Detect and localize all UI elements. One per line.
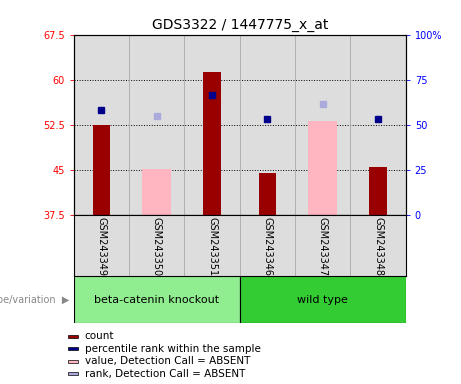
Bar [142, 169, 171, 215]
Text: genotype/variation  ▶: genotype/variation ▶ [0, 295, 69, 305]
Text: wild type: wild type [297, 295, 348, 305]
Bar [240, 276, 406, 323]
Text: GSM243351: GSM243351 [207, 217, 217, 276]
Bar [259, 173, 276, 215]
Bar [369, 167, 387, 215]
Bar [68, 360, 77, 363]
Text: count: count [84, 331, 114, 341]
Text: GSM243349: GSM243349 [96, 217, 106, 276]
Bar [93, 125, 110, 215]
Text: GSM243350: GSM243350 [152, 217, 162, 276]
Bar [68, 348, 77, 351]
Bar [308, 121, 337, 215]
Text: value, Detection Call = ABSENT: value, Detection Call = ABSENT [84, 356, 250, 366]
Text: GSM243347: GSM243347 [318, 217, 328, 276]
Text: beta-catenin knockout: beta-catenin knockout [94, 295, 219, 305]
Text: percentile rank within the sample: percentile rank within the sample [84, 344, 260, 354]
Bar [68, 372, 77, 376]
Text: GSM243346: GSM243346 [262, 217, 272, 276]
Text: rank, Detection Call = ABSENT: rank, Detection Call = ABSENT [84, 369, 245, 379]
Bar [68, 335, 77, 338]
Text: GSM243348: GSM243348 [373, 217, 383, 276]
Bar [203, 73, 221, 215]
Bar [74, 276, 240, 323]
Title: GDS3322 / 1447775_x_at: GDS3322 / 1447775_x_at [152, 18, 328, 32]
